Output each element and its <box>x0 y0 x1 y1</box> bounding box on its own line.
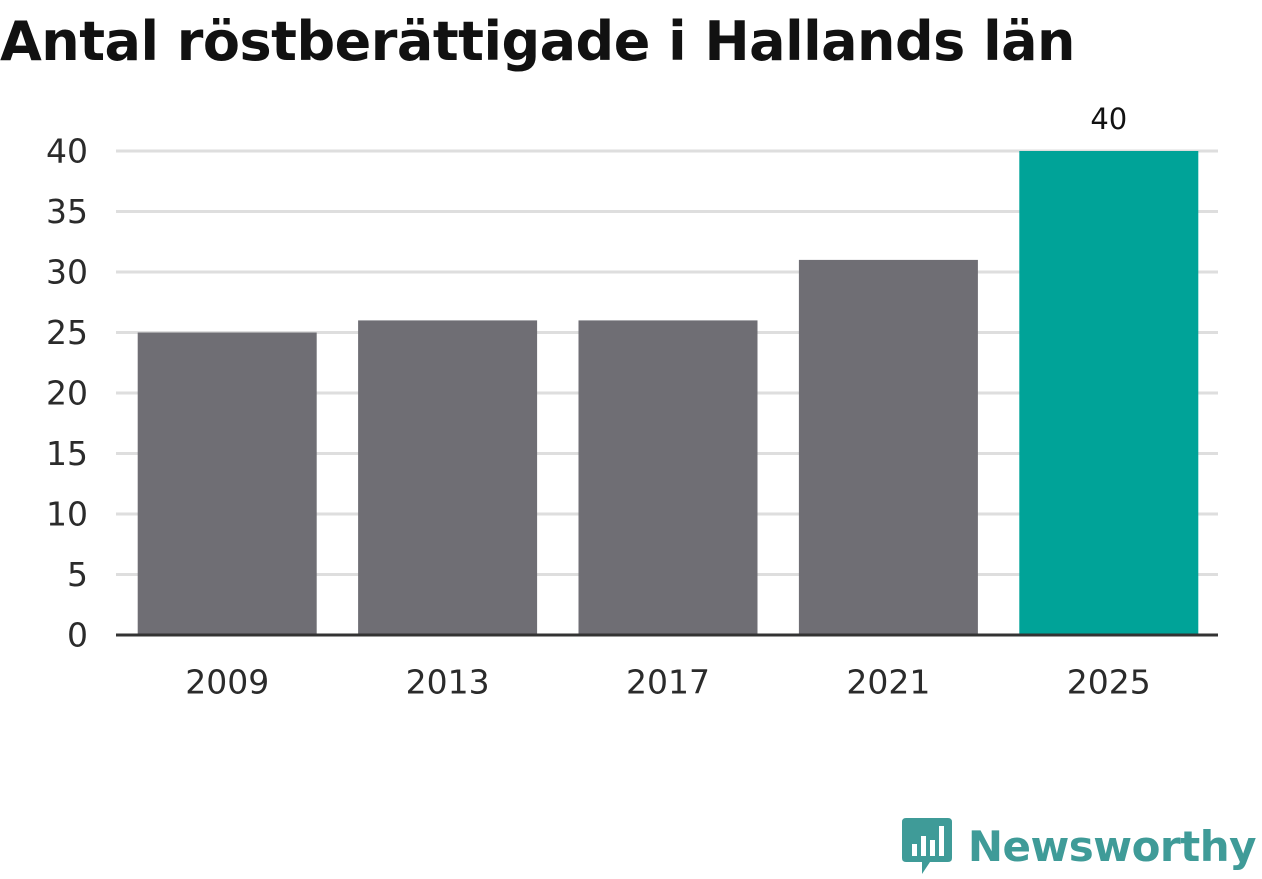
x-tick-label-2009: 2009 <box>185 663 269 702</box>
y-tick-label-30: 30 <box>46 253 88 292</box>
bar-2013 <box>358 320 538 635</box>
data-label-2025: 40 <box>1090 102 1127 136</box>
brand-name: Newsworthy <box>967 822 1257 871</box>
y-tick-label-40: 40 <box>46 132 88 171</box>
bar-2009 <box>137 332 317 635</box>
bar-2021 <box>798 259 978 635</box>
y-tick-label-5: 5 <box>67 555 88 594</box>
x-tick-label-2013: 2013 <box>406 663 490 702</box>
x-tick-label-2021: 2021 <box>846 663 930 702</box>
chart-title: Antal röstberättigade i Hallands län <box>0 10 1075 73</box>
y-tick-label-35: 35 <box>46 192 88 231</box>
y-tick-label-25: 25 <box>46 313 88 352</box>
brand-logo: Newsworthy <box>901 817 1257 877</box>
y-tick-label-15: 15 <box>46 434 88 473</box>
x-tick-label-2017: 2017 <box>626 663 710 702</box>
y-tick-label-10: 10 <box>46 495 88 534</box>
y-tick-label-0: 0 <box>67 616 88 655</box>
y-axis-ticks: 0 5 10 15 20 25 30 35 40 <box>46 132 88 655</box>
bar-2017 <box>578 320 758 635</box>
bars <box>137 151 1199 635</box>
x-tick-label-2025: 2025 <box>1067 663 1151 702</box>
bar-chart-speech-bubble-icon <box>901 818 952 874</box>
bar-2025 <box>1019 151 1199 635</box>
data-labels: 40 <box>1090 102 1127 136</box>
x-axis-ticks: 2009 2013 2017 2021 2025 <box>185 663 1151 702</box>
y-tick-label-20: 20 <box>46 374 88 413</box>
